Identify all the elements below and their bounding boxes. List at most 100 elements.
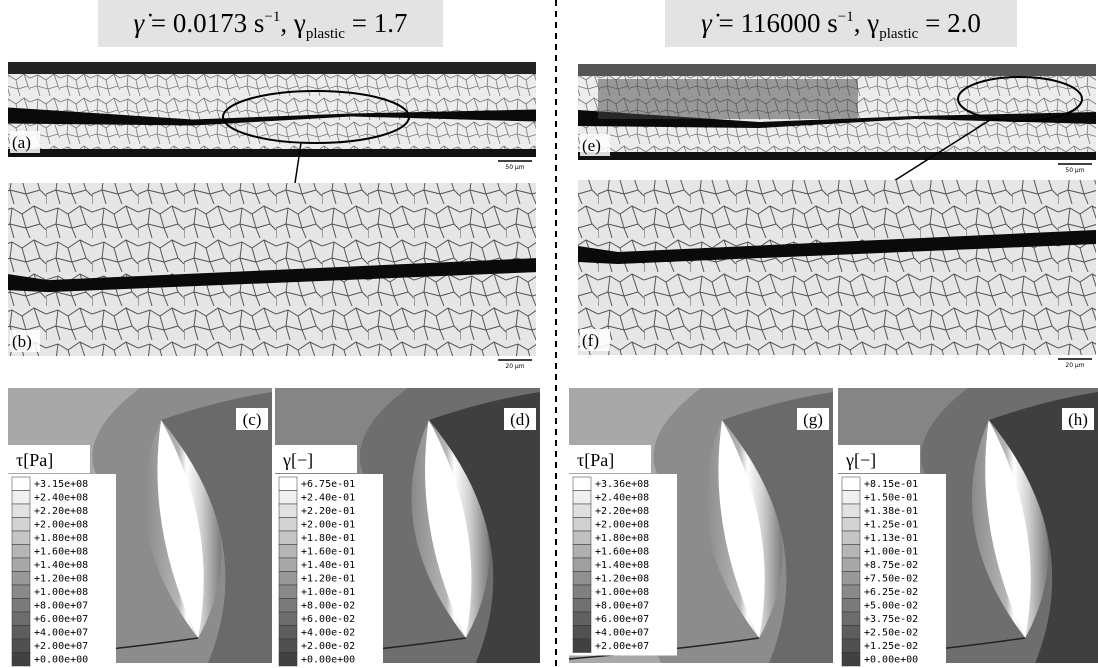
legend-swatch [842,545,860,559]
legend-swatch [573,518,591,532]
legend-value: +1.00e-01 [864,547,918,558]
legend-value: +8.00e+07 [595,601,649,612]
dark-zone [598,79,858,119]
legend-value: +6.00e+07 [595,614,649,625]
panel-label: (g) [803,410,823,429]
legend-value: +1.80e+08 [34,533,88,544]
legend-value: +1.38e-01 [864,506,918,517]
legend-value: +0.00e+00 [34,655,88,666]
legend-value: +5.00e-02 [864,601,918,612]
legend-swatch [573,477,591,491]
scale-label: 50 µm [505,164,524,171]
strain: = 2.0 [918,8,980,38]
legend-swatch [12,572,30,586]
micrograph [8,62,536,157]
legend-value: +0.00e+00 [301,655,355,666]
legend-value: +2.20e-01 [301,506,355,517]
legend-swatch [279,639,297,653]
legend-swatch [573,531,591,545]
legend-value: +6.00e-02 [301,614,355,625]
legend-value: +2.20e+08 [595,506,649,517]
legend-value: +3.15e+08 [34,479,88,490]
legend-value: +1.60e+08 [595,547,649,558]
panel-label: (h) [1068,410,1088,429]
legend-value: +3.75e-02 [864,614,918,625]
legend-title: γ[−] [282,450,313,470]
legend-swatch [279,585,297,599]
legend-value: +1.60e-01 [301,547,355,558]
legend-value: +8.15e-01 [864,479,918,490]
legend-swatch [279,518,297,532]
legend-swatch [12,504,30,518]
legend-swatch [842,599,860,613]
panel-label: (c) [243,410,262,429]
legend-value: +1.60e+08 [34,547,88,558]
scale-label: 20 µm [1065,362,1084,369]
legend-value: +2.00e+07 [34,641,88,652]
page: γ̇ = 0.0173 s−1, γplastic = 1.7γ̇ = 1160… [0,0,1098,668]
legend-swatch [12,518,30,532]
scale-label: 20 µm [505,363,524,370]
mount-bottom [8,149,536,157]
panel-label: (d) [510,410,530,429]
legend-value: +6.25e-02 [864,587,918,598]
legend-swatch [573,599,591,613]
legend-value: +2.40e+08 [595,493,649,504]
figure: γ̇ = 0.0173 s−1, γplastic = 1.7γ̇ = 1160… [0,0,1098,668]
legend-swatch [573,612,591,626]
strain-symbol: , γ [280,8,306,38]
legend-swatch [12,639,30,653]
legend-swatch [279,626,297,640]
legend-title: τ[Pa] [16,450,53,470]
legend-value: +2.50e-02 [864,628,918,639]
legend-swatch [842,585,860,599]
legend-swatch [279,558,297,572]
legend-swatch [12,531,30,545]
mount-top [8,62,536,74]
legend-value: +1.25e-01 [864,520,918,531]
legend-value: +1.50e-01 [864,493,918,504]
legend-value: +2.00e+08 [595,520,649,531]
legend-swatch [573,558,591,572]
mount-top [578,64,1096,76]
legend-swatch [573,585,591,599]
legend-swatch [12,491,30,505]
legend-swatch [842,504,860,518]
panel-label: (e) [582,136,601,155]
legend-swatch [12,477,30,491]
legend-value: +1.25e-02 [864,641,918,652]
legend-value: +2.00e+08 [34,520,88,531]
legend-value: +1.40e+08 [34,560,88,571]
legend-swatch [279,653,297,667]
legend-swatch [842,626,860,640]
strain-symbol: , γ [854,8,880,38]
legend-value: +1.00e+08 [595,587,649,598]
legend-value: +2.40e+08 [34,493,88,504]
legend-swatch [279,545,297,559]
rate: = 0.0173 s [144,8,264,38]
legend-swatch [279,504,297,518]
rate-exponent: −1 [838,9,854,25]
legend-value: +4.00e-02 [301,628,355,639]
legend-value: +8.00e+07 [34,601,88,612]
legend-swatch [842,572,860,586]
legend-value: +4.00e+07 [595,628,649,639]
strain: = 1.7 [345,8,407,38]
legend-value: +6.00e+07 [34,614,88,625]
legend-swatch [842,531,860,545]
legend-swatch [12,599,30,613]
legend-swatch [573,545,591,559]
micrograph [578,180,1096,355]
legend-value: +1.40e-01 [301,560,355,571]
legend-swatch [279,477,297,491]
legend-swatch [842,518,860,532]
legend-swatch [12,558,30,572]
legend-title: τ[Pa] [577,450,614,470]
legend-value: +6.75e-01 [301,479,355,490]
legend-swatch [12,626,30,640]
legend-swatch [279,531,297,545]
legend-swatch [842,653,860,667]
legend-value: +1.80e+08 [595,533,649,544]
legend-swatch [573,504,591,518]
legend-value: +2.00e-02 [301,641,355,652]
